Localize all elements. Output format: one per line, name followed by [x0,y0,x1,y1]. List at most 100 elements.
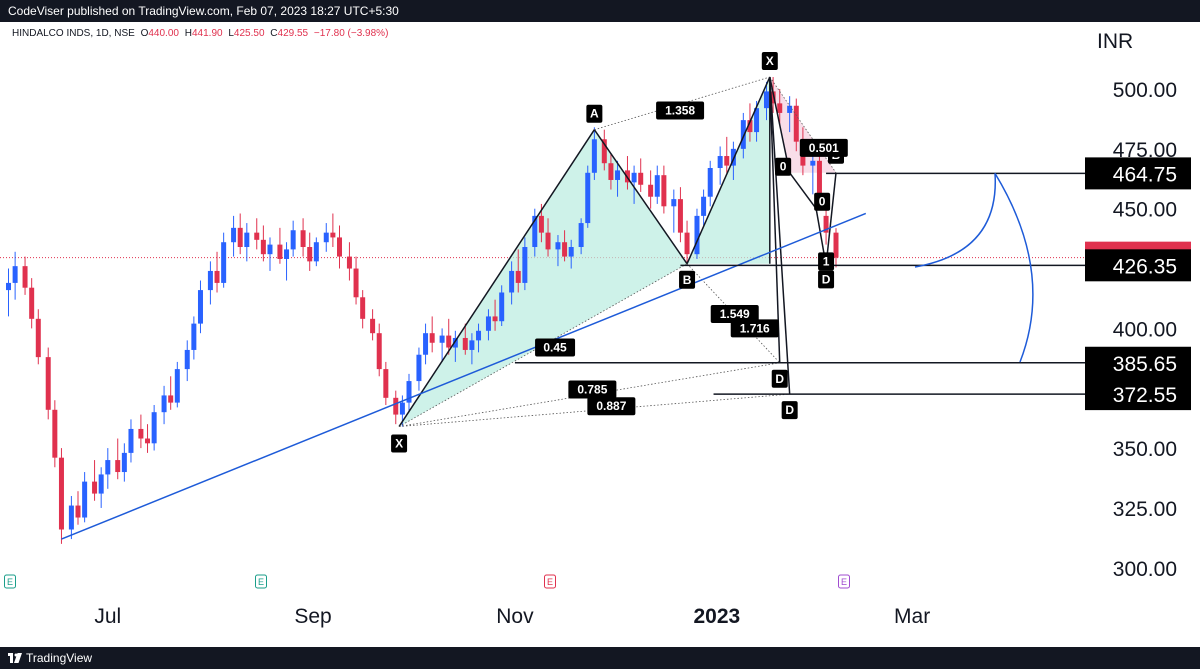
candle-body [161,395,167,413]
low-value: 425.50 [233,28,265,39]
point-label-d-bg [818,270,835,289]
cd-leg-1 [769,77,781,363]
point-label-d-bg [781,401,798,420]
publish-info-bar: CodeViser published on TradingView.com, … [0,0,1200,22]
candle-body [631,172,637,183]
candle-body [145,438,151,444]
candle-body [638,172,644,185]
point-label-0-bg [814,192,831,211]
candle-body [307,247,313,262]
drawing-labels-layer: XABXDD0B01D1.3580.5010.451.5491.7160.785… [391,52,848,453]
candle-body [383,369,389,398]
y-tick-label: 400.00 [1113,318,1177,341]
candle-body [197,290,203,324]
candle-body [608,163,614,180]
price-chart[interactable]: XABXDD0B01D1.3580.5010.451.5491.7160.785… [0,22,1200,647]
candle-body [92,481,98,494]
price-tag-label: 464.75 [1113,163,1177,186]
x-tick-label: 2023 [693,605,740,628]
price-tag-label: 372.55 [1113,384,1177,407]
candle-body [82,481,88,518]
candle-body [35,318,41,358]
candle-body [724,156,730,166]
candle-body [214,270,220,283]
time-axis: Jul Sep Nov 2023 Mar E E E E [4,574,930,628]
candle-body [823,215,829,233]
candle-body [399,402,405,415]
pink-db [825,172,837,266]
candle-body [277,244,283,259]
y-tick-label: 325.00 [1113,498,1177,521]
candle-body [58,457,64,530]
candle-body [105,460,111,475]
ratio-label: 0.501 [809,141,839,155]
candle-body [12,266,18,283]
earnings-marker [544,574,556,589]
candle-body [730,148,736,166]
candle-body [763,91,769,109]
candles-layer [6,77,839,544]
candle-body [115,460,121,473]
earnings-marker [255,574,267,589]
candle-body [717,156,723,169]
candle-body [485,316,491,331]
point-label-0: 0 [780,160,787,174]
ratio-label: 1.549 [720,307,750,321]
earnings-marker-label: E [7,577,13,587]
candle-body [337,237,342,257]
candle-body [370,318,376,334]
candle-body [684,232,690,255]
pink-xa [769,76,791,173]
ratio-label-bg [730,319,779,338]
symbol-name: HINDALCO INDS, 1D, NSE [12,28,135,39]
price-tag-bg [1085,157,1191,190]
xa-leg [398,129,595,427]
price-tag-label: 385.65 [1113,353,1177,376]
candle-body [532,215,538,248]
candle-body [439,335,445,343]
candle-body [128,428,134,453]
footer-bar: TradingView [0,647,1200,669]
cd-leg-2 [769,76,791,395]
candle-body [538,215,544,233]
candle-body [810,160,816,166]
candle-body [777,103,783,113]
earnings-marker-label: E [547,577,553,587]
candle-body [522,247,528,283]
y-tick-label: 350.00 [1113,438,1177,461]
candle-body [52,409,58,458]
ratio-label-bg [656,101,705,120]
close-label: C [270,28,278,39]
point-label-a: A [590,107,599,121]
candle-body [284,249,290,259]
point-label-x-bg [761,52,778,71]
earnings-marker [838,574,850,589]
candle-body [22,266,28,288]
candle-body [578,223,584,248]
candle-body [462,337,468,350]
candle-body [694,215,700,255]
ab-leg [593,129,688,265]
candle-body [260,239,266,255]
ratio-label: 0.45 [543,341,567,355]
price-axis: INR 500.00 475.00 450.00 400.00 350.00 325.00… [1097,30,1177,581]
candle-body [376,333,382,370]
point-label-0-bg [775,157,792,176]
point-label-d-bg [771,369,788,388]
candle-body [509,270,515,293]
earnings-marker [4,574,16,589]
candle-body [353,268,359,298]
change-value: −17.80 (−3.98%) [313,28,389,39]
point-label-d: D [785,403,794,417]
candle-body [446,335,452,348]
candle-body [452,337,458,348]
candle-body [833,232,839,258]
x-tick-label: Nov [496,605,534,628]
candle-body [707,168,713,197]
point-label-1-bg [818,252,835,271]
tradingview-logo-icon [8,653,22,663]
ratio-label: 1.716 [740,321,770,335]
candle-body [231,227,237,243]
candle-body [68,505,74,530]
high-label: H [184,28,192,39]
